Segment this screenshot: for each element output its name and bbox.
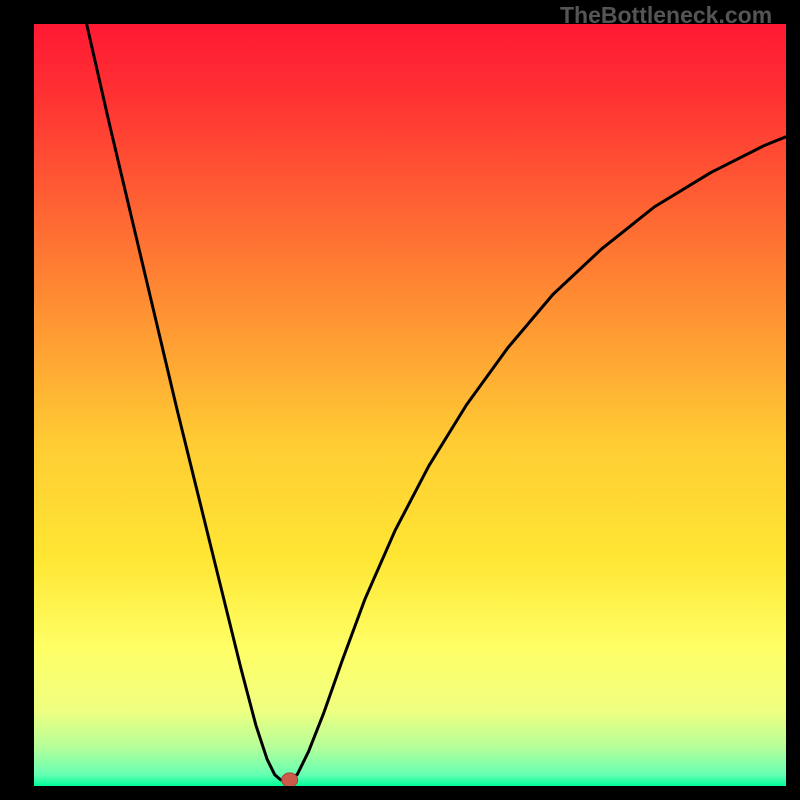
optimum-marker	[282, 773, 298, 786]
watermark-text: TheBottleneck.com	[560, 2, 772, 29]
plot-area	[34, 24, 786, 786]
bottleneck-curve	[87, 24, 786, 780]
curve-layer	[34, 24, 786, 786]
